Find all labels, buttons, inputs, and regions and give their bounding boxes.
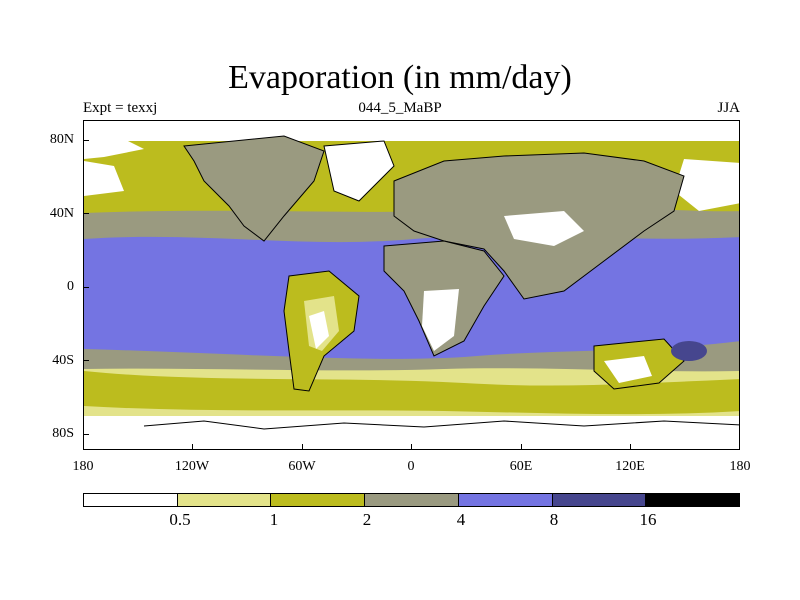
colorbar-label: 0.5 bbox=[169, 510, 191, 529]
lat-tick bbox=[83, 140, 89, 141]
map-title: Evaporation (in mm/day) bbox=[228, 59, 572, 96]
colorbar-label: 16 bbox=[639, 510, 657, 529]
lat-label-80n: 80N bbox=[49, 132, 74, 147]
southern-mid-band bbox=[84, 371, 739, 415]
north-pacific-white bbox=[84, 139, 144, 159]
south-america-desert bbox=[309, 311, 329, 349]
africa-desert bbox=[422, 289, 459, 351]
lon-label-120w: 120W bbox=[174, 459, 210, 474]
lon-label-180w: 180 bbox=[72, 459, 94, 474]
evaporation-map bbox=[84, 121, 739, 449]
lat-tick bbox=[83, 213, 89, 214]
north-pacific-west-white bbox=[84, 161, 124, 196]
colorbar-box bbox=[84, 494, 178, 506]
colorbar-box bbox=[458, 494, 553, 506]
antarctic-coast bbox=[143, 420, 739, 430]
colorbar-label: 1 bbox=[269, 510, 279, 529]
colorbar-box bbox=[271, 494, 366, 506]
colorbar bbox=[83, 493, 740, 507]
time-label: 044_5_MaBP bbox=[358, 100, 442, 116]
lon-tick bbox=[521, 444, 522, 450]
lon-label-120e: 120E bbox=[615, 459, 645, 474]
lon-tick bbox=[411, 444, 412, 450]
greenland bbox=[323, 140, 395, 202]
lat-label-eq: 0 bbox=[67, 279, 74, 294]
lat-tick bbox=[83, 360, 89, 361]
lon-tick bbox=[192, 444, 193, 450]
north-pacific-east-white bbox=[674, 159, 739, 211]
lat-label-80s: 80S bbox=[52, 426, 74, 441]
colorbar-box bbox=[646, 494, 740, 506]
lat-label-40n: 40N bbox=[49, 206, 74, 221]
map-frame bbox=[83, 120, 740, 450]
colorbar-box bbox=[365, 494, 459, 506]
lon-label-60e: 60E bbox=[509, 459, 533, 474]
high-evaporation-patch bbox=[671, 341, 707, 361]
colorbar-box bbox=[552, 494, 647, 506]
colorbar-box bbox=[177, 494, 272, 506]
experiment-label: Expt = texxj bbox=[83, 100, 158, 116]
lat-label-40s: 40S bbox=[52, 353, 74, 368]
lon-tick bbox=[630, 444, 631, 450]
lat-tick bbox=[83, 434, 89, 435]
lon-tick bbox=[302, 444, 303, 450]
central-asia-dry bbox=[504, 211, 584, 246]
lon-label-60w: 60W bbox=[288, 459, 316, 474]
australia-desert bbox=[604, 356, 652, 383]
colorbar-label: 4 bbox=[456, 510, 466, 529]
lat-tick bbox=[83, 287, 89, 288]
season-label: JJA bbox=[717, 100, 740, 116]
colorbar-label: 2 bbox=[362, 510, 372, 529]
north-america bbox=[183, 135, 325, 242]
lon-label-0: 0 bbox=[407, 459, 415, 474]
lon-label-180e: 180 bbox=[729, 459, 751, 474]
colorbar-label: 8 bbox=[549, 510, 559, 529]
